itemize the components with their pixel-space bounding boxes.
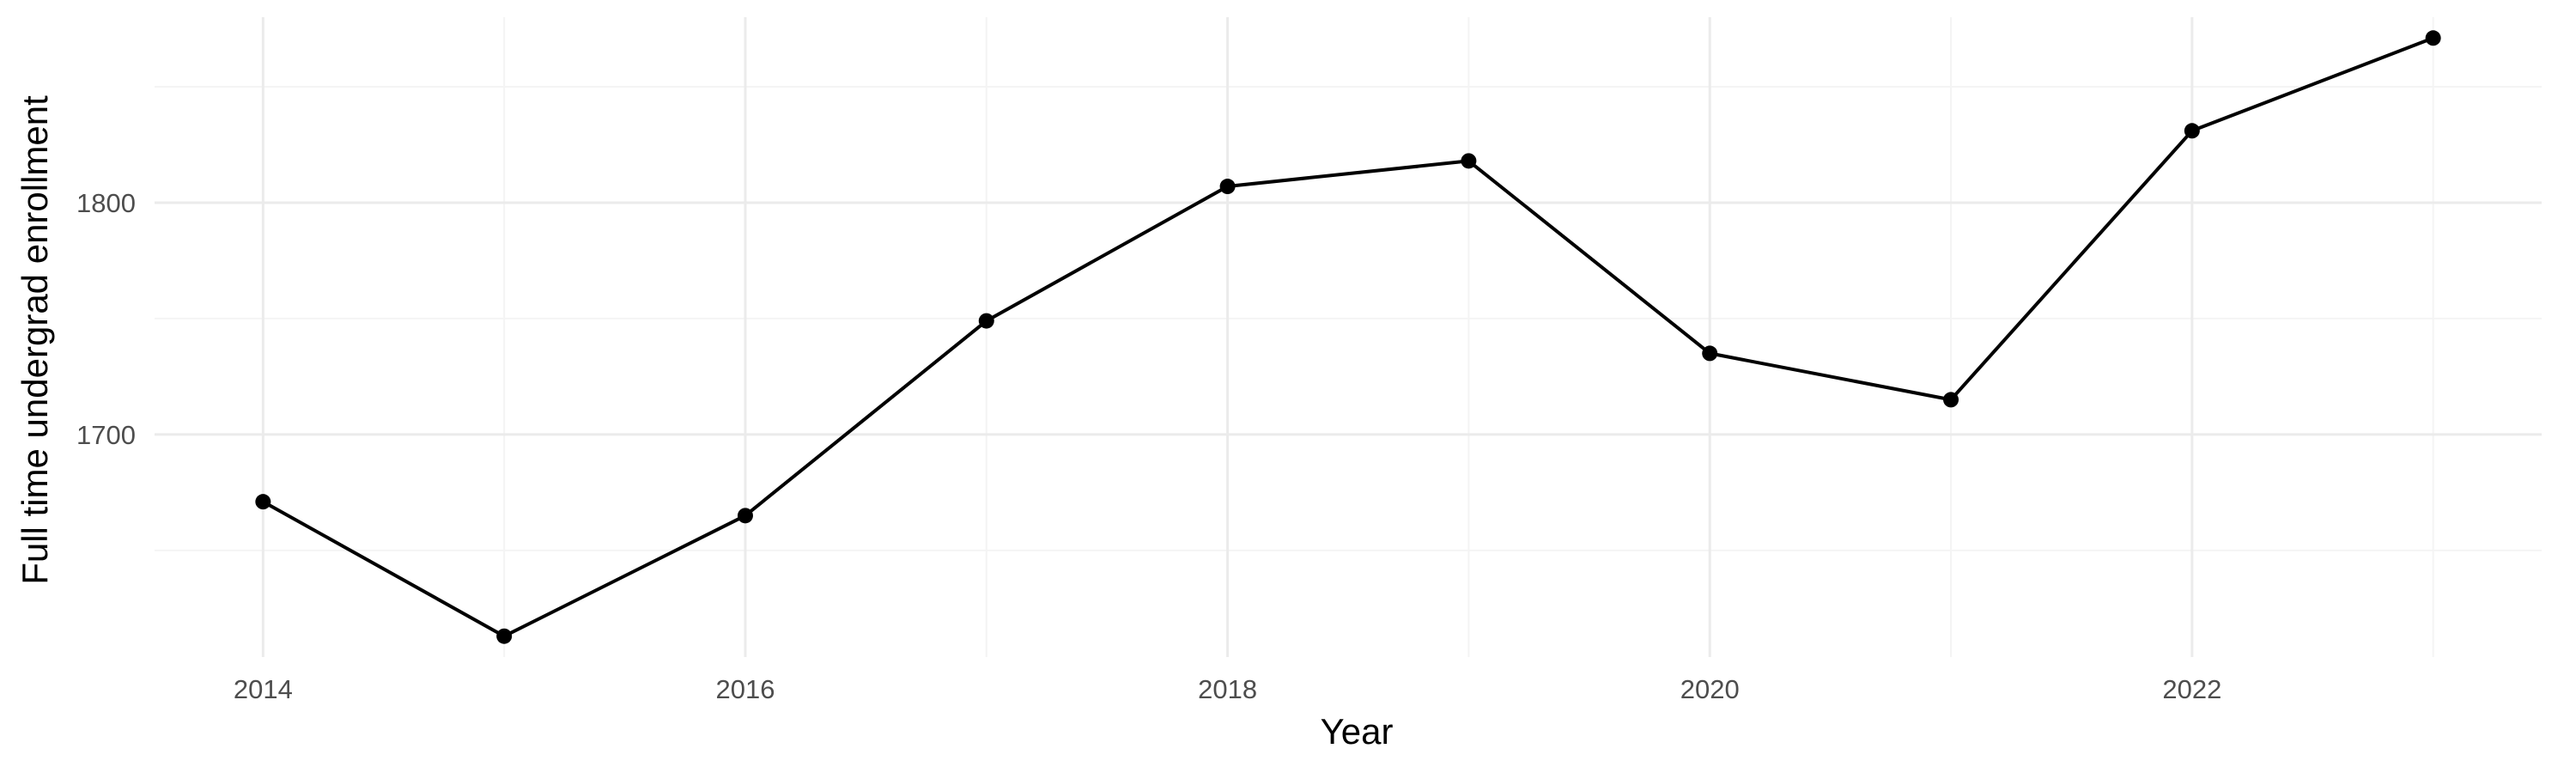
x-tick-label: 2018 [1198, 674, 1257, 704]
y-tick-label: 1700 [76, 420, 136, 450]
series-group [255, 30, 2441, 644]
major-gridlines [155, 17, 2542, 657]
x-tick-label: 2014 [234, 674, 293, 704]
data-point [255, 494, 271, 510]
data-point [2425, 30, 2441, 46]
data-point [1219, 179, 1236, 195]
data-point [1943, 392, 1959, 408]
series-line [262, 36, 2434, 638]
data-point [496, 628, 513, 644]
x-tick-label: 2016 [715, 674, 775, 704]
x-axis-title: Year [1321, 711, 1394, 752]
x-tick-label: 2020 [1680, 674, 1740, 704]
data-point [978, 313, 994, 329]
y-tick-labels: 1700 1800 [76, 188, 136, 450]
data-point [1461, 153, 1477, 169]
minor-gridlines [155, 17, 2542, 657]
data-point [737, 508, 753, 524]
x-tick-label: 2022 [2162, 674, 2221, 704]
y-axis-title: Full time undergrad enrollment [15, 95, 55, 585]
data-point [2184, 123, 2200, 139]
data-point [1702, 345, 1718, 362]
x-tick-labels: 2014 2016 2018 2020 2022 [234, 674, 2221, 704]
y-tick-label: 1800 [76, 188, 136, 218]
